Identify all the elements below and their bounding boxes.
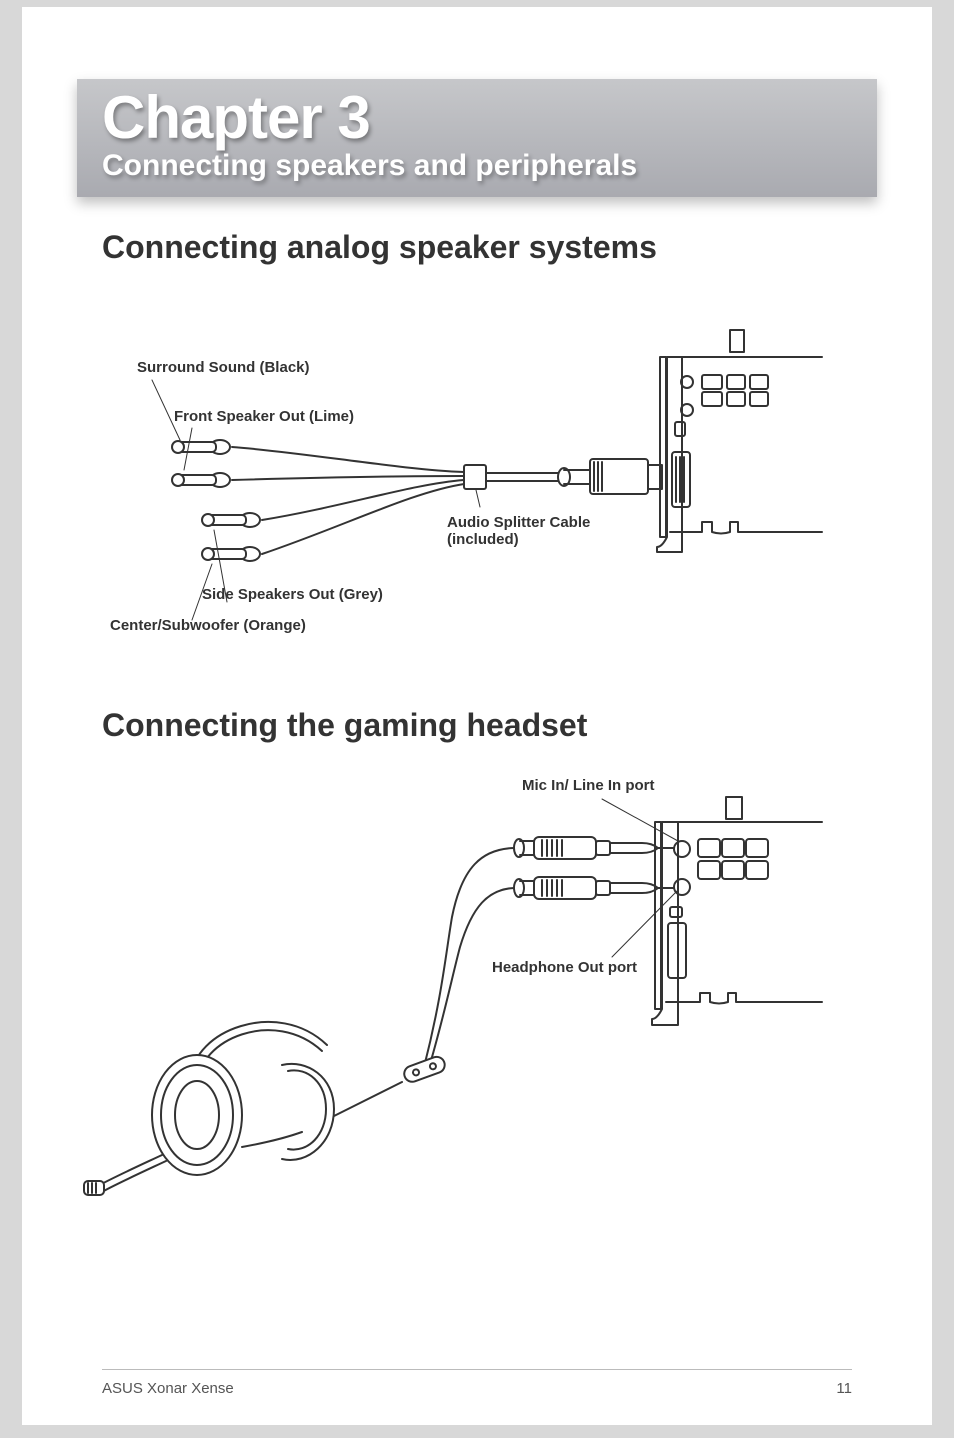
label-splitter-line2: (included) <box>447 531 519 548</box>
label-audio-splitter-cable: Audio Splitter Cable (included) <box>447 514 590 548</box>
label-mic-in-line-in: Mic In/ Line In port <box>522 777 655 794</box>
label-headphone-out: Headphone Out port <box>492 959 637 976</box>
label-side-speakers-out: Side Speakers Out (Grey) <box>202 586 383 603</box>
figure-gaming-headset: Mic In/ Line In port Headphone Out port <box>102 777 852 1227</box>
footer-product-name: ASUS Xonar Xense <box>102 1380 234 1397</box>
figure-analog-speaker: Surround Sound (Black) Front Speaker Out… <box>102 302 852 662</box>
label-front-speaker-out: Front Speaker Out (Lime) <box>174 408 354 425</box>
footer-divider <box>102 1369 852 1370</box>
manual-page: Chapter 3 Connecting speakers and periph… <box>22 7 932 1425</box>
label-surround-sound: Surround Sound (Black) <box>137 359 310 376</box>
chapter-title: Chapter 3 <box>102 83 370 152</box>
label-center-subwoofer: Center/Subwoofer (Orange) <box>110 617 306 634</box>
section-heading-analog: Connecting analog speaker systems <box>102 229 657 266</box>
section-heading-headset: Connecting the gaming headset <box>102 707 587 744</box>
footer-page-number: 11 <box>836 1380 852 1397</box>
chapter-subtitle: Connecting speakers and peripherals <box>102 149 637 183</box>
label-splitter-line1: Audio Splitter Cable <box>447 514 590 531</box>
